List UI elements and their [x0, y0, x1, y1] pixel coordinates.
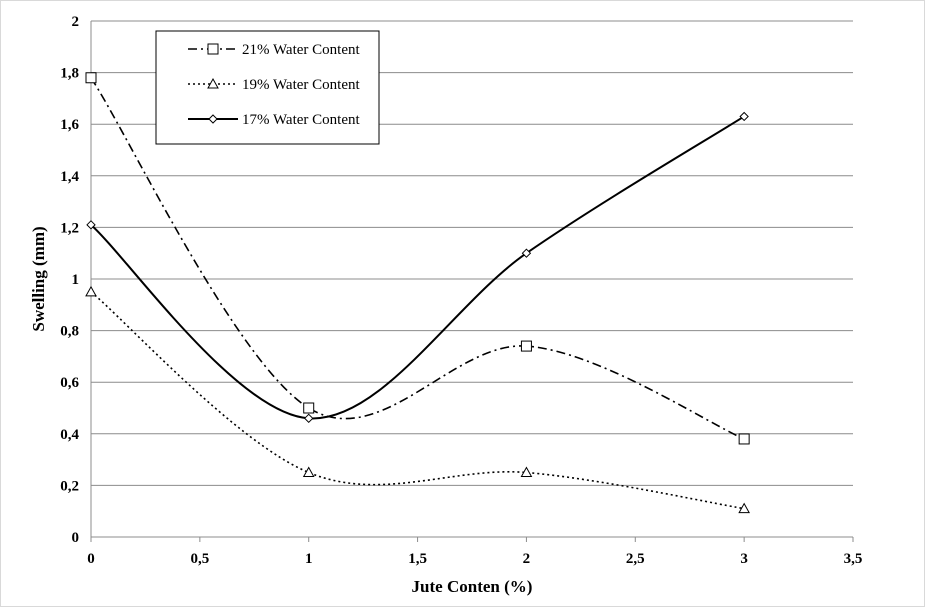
- legend-label: 21% Water Content: [242, 42, 360, 58]
- legend-marker: [207, 43, 219, 55]
- legend: 21% Water Content 19% Water Content 17% Wa…: [155, 30, 380, 145]
- y-tick-label: 0,2: [60, 478, 79, 494]
- legend-marker: [207, 77, 219, 89]
- data-markers: [85, 72, 750, 514]
- data-point: [520, 466, 533, 477]
- data-point: [738, 502, 750, 514]
- x-tick-label: 3: [740, 551, 748, 567]
- x-tick-label: 1: [305, 551, 313, 567]
- x-tick-label: 2,5: [626, 551, 645, 567]
- series-line: [90, 115, 745, 420]
- y-tick-label: 0: [72, 530, 80, 546]
- data-point: [738, 433, 750, 445]
- axes: [90, 21, 854, 542]
- y-tick-label: 1,4: [60, 169, 79, 185]
- data-point: [302, 466, 315, 477]
- y-tick-label: 2: [72, 14, 80, 30]
- data-point: [85, 72, 97, 84]
- data-point: [739, 111, 749, 122]
- x-tick-label: 0,5: [190, 551, 209, 567]
- y-tick-label: 0,4: [60, 427, 79, 443]
- x-tick-label: 1,5: [408, 551, 427, 567]
- series-line: [90, 291, 745, 510]
- y-tick-label: 0,6: [60, 375, 79, 391]
- legend-box: [155, 30, 380, 145]
- y-tick-label: 1,6: [60, 117, 79, 133]
- data-point: [85, 285, 97, 297]
- y-tick-label: 1,2: [60, 220, 79, 236]
- data-point: [303, 402, 315, 414]
- data-point: [304, 413, 314, 424]
- data-point: [521, 248, 532, 258]
- x-tick-label: 2: [523, 551, 531, 567]
- legend-marker: [208, 114, 218, 124]
- legend-label: 19% Water Content: [242, 77, 360, 93]
- x-tick-label: 0: [87, 551, 95, 567]
- series-lines: [90, 77, 745, 510]
- y-tick-label: 1,8: [60, 66, 79, 82]
- tick-labels: 0 0,2 0,4 0,6 0,8 1 1,2 1,4 1,6 1,8 2 0 0,5 1 1,5 2 2,5 3…: [60, 14, 862, 567]
- series-line: [90, 77, 745, 440]
- x-axis-title: Jute Conten (%): [412, 577, 533, 596]
- data-point: [86, 220, 96, 230]
- y-tick-label: 1: [72, 272, 80, 288]
- gridlines: [91, 20, 853, 486]
- legend-label: 17% Water Content: [242, 112, 360, 128]
- x-tick-label: 3,5: [844, 551, 863, 567]
- data-point: [520, 340, 532, 352]
- y-axis-title: Swelling (mm): [29, 226, 48, 331]
- y-tick-label: 0,8: [60, 324, 79, 340]
